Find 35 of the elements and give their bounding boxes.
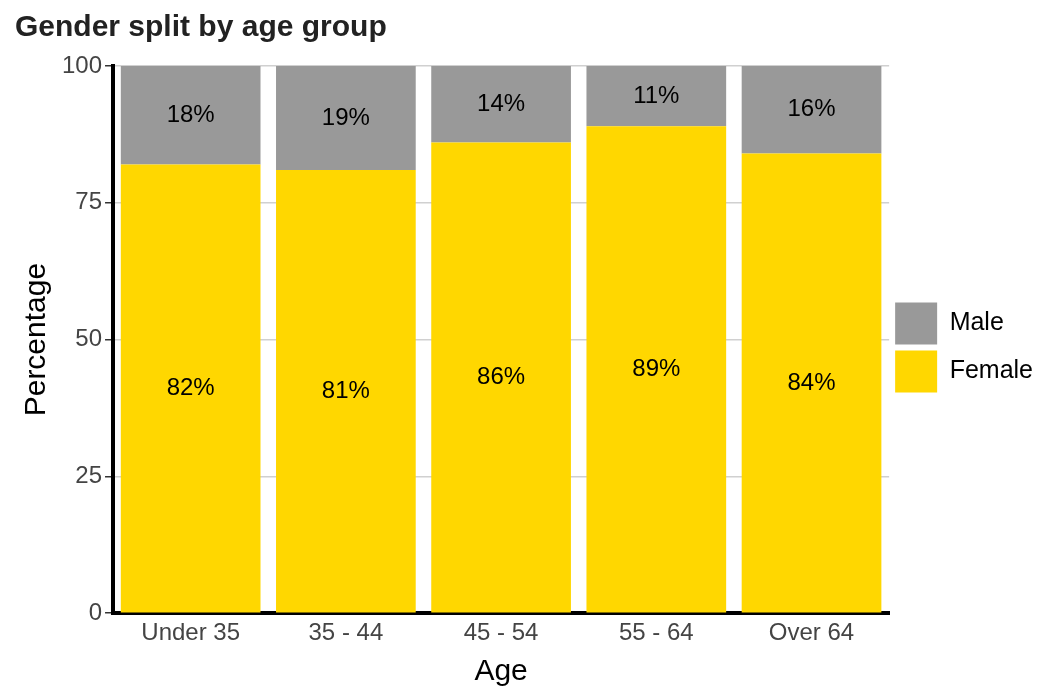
legend-label: Male	[949, 307, 1004, 336]
y-tick-label: 75	[75, 187, 103, 215]
x-tick-label: Under 35	[141, 618, 241, 646]
x-axis-title: Age	[474, 653, 528, 687]
data-label: 14%	[477, 88, 526, 116]
bar	[741, 66, 882, 154]
bar	[586, 66, 727, 127]
bar	[276, 66, 416, 170]
data-label: 19%	[321, 102, 370, 130]
bar	[431, 66, 571, 143]
y-tick-label: 50	[75, 324, 103, 352]
data-label: 16%	[787, 94, 836, 122]
bar	[276, 169, 416, 613]
data-label: 89%	[632, 353, 681, 381]
x-tick-label: Over 64	[768, 618, 855, 646]
data-label: 84%	[787, 367, 836, 395]
bar	[586, 126, 727, 613]
legend-label: Female	[949, 355, 1034, 384]
bar	[120, 164, 261, 613]
bar	[120, 66, 261, 165]
y-tick-label: 100	[62, 50, 103, 78]
data-label: 11%	[633, 80, 680, 108]
y-axis-title: Percentage	[18, 262, 52, 417]
data-label: 18%	[166, 99, 215, 127]
x-tick-label: 35 - 44	[308, 618, 384, 646]
x-tick-label: 55 - 64	[618, 618, 694, 646]
data-label: 86%	[477, 362, 526, 390]
chart-title: Gender split by age group	[15, 9, 387, 43]
bar	[741, 153, 882, 613]
bar	[431, 142, 571, 613]
x-tick-label: 45 - 54	[463, 618, 539, 646]
data-label: 81%	[321, 375, 370, 403]
y-tick-label: 0	[88, 597, 103, 625]
y-tick-label: 25	[75, 461, 103, 489]
data-label: 82%	[166, 373, 215, 401]
